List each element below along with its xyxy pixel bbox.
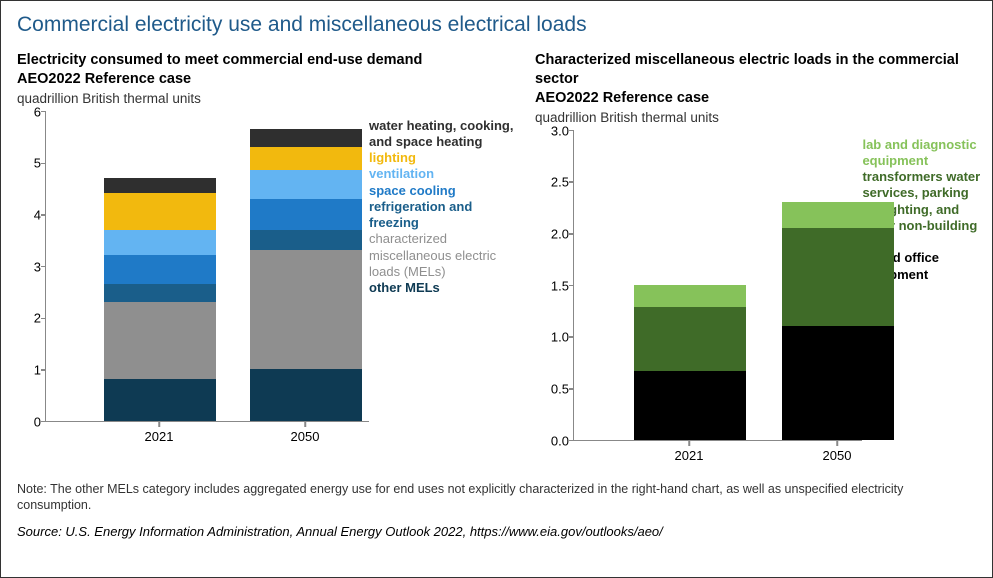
y-tick-label: 0 [34, 414, 41, 429]
segment-lighting [250, 147, 362, 170]
segment-vent [104, 230, 216, 256]
y-tick-label: 3 [34, 259, 41, 274]
segment-lab [782, 202, 894, 228]
segment-char_mels [250, 250, 362, 369]
right-chart-panel: Characterized miscellaneous electric loa… [535, 51, 983, 463]
x-tick-mark [836, 441, 838, 446]
y-tick-mark [569, 233, 574, 235]
segment-heating [250, 129, 362, 147]
left-chart-subtitle: quadrillion British thermal units [17, 91, 525, 106]
right-chart-title-1: Characterized miscellaneous electric loa… [535, 51, 983, 89]
y-tick-label: 0.5 [551, 381, 569, 396]
x-label: 2050 [291, 429, 320, 444]
legend-item-vent: ventilation [369, 166, 525, 182]
bar-2021 [104, 178, 216, 421]
x-label: 2021 [675, 448, 704, 463]
x-tick-mark [688, 441, 690, 446]
y-tick-label: 5 [34, 156, 41, 171]
legend-item-lab: lab and diagnostic equipment [862, 137, 983, 170]
left-chart-header: Electricity consumed to meet commercial … [17, 51, 525, 106]
left-chart-title-2: AEO2022 Reference case [17, 70, 525, 89]
y-tick-mark [569, 130, 574, 132]
y-tick-mark [41, 369, 46, 371]
legend-item-lighting: lighting [369, 150, 525, 166]
x-tick-mark [304, 422, 306, 427]
y-tick-mark [41, 214, 46, 216]
x-label: 2050 [823, 448, 852, 463]
legend-item-char_mels: characterized miscellaneous electric loa… [369, 231, 525, 280]
plot [573, 131, 862, 441]
segment-char_mels [104, 302, 216, 380]
segment-refrig [250, 230, 362, 251]
legend-item-cooling: space cooling [369, 183, 525, 199]
segment-it [782, 326, 894, 440]
bar-2050 [250, 129, 362, 421]
y-tick-label: 0.0 [551, 433, 569, 448]
right-plot-area: 0.00.51.01.52.02.53.020212050 [535, 131, 862, 463]
y-tick-label: 4 [34, 208, 41, 223]
bar-2050 [782, 202, 894, 440]
y-tick-mark [41, 163, 46, 165]
right-chart-header: Characterized miscellaneous electric loa… [535, 51, 983, 125]
y-tick-label: 2.5 [551, 175, 569, 190]
left-legend: water heating, cooking, and space heatin… [369, 112, 525, 444]
segment-cooling [250, 199, 362, 230]
y-tick-mark [569, 285, 574, 287]
y-tick-label: 1 [34, 363, 41, 378]
left-chart-title-1: Electricity consumed to meet commercial … [17, 51, 525, 70]
y-tick-label: 6 [34, 104, 41, 119]
plot [45, 112, 369, 422]
segment-it [634, 371, 746, 439]
y-tick-label: 2 [34, 311, 41, 326]
main-title: Commercial electricity use and miscellan… [17, 13, 976, 37]
y-tick-mark [569, 440, 574, 442]
charts-row: Electricity consumed to meet commercial … [17, 51, 976, 463]
y-tick-mark [41, 421, 46, 423]
y-tick-mark [569, 336, 574, 338]
segment-cooling [104, 255, 216, 283]
segment-trans [782, 228, 894, 326]
segment-vent [250, 170, 362, 198]
right-chart-subtitle: quadrillion British thermal units [535, 110, 983, 125]
legend-item-refrig: refrigeration and freezing [369, 199, 525, 232]
y-tick-mark [41, 266, 46, 268]
x-label: 2021 [145, 429, 174, 444]
segment-other_mels [250, 369, 362, 421]
bar-2021 [634, 285, 746, 440]
y-axis: 0.00.51.01.52.02.53.0 [535, 131, 573, 441]
legend-item-other_mels: other MELs [369, 280, 525, 296]
y-tick-mark [569, 181, 574, 183]
y-tick-label: 3.0 [551, 123, 569, 138]
y-tick-label: 1.5 [551, 278, 569, 293]
right-chart-body: 0.00.51.01.52.02.53.020212050 lab and di… [535, 131, 983, 463]
segment-trans [634, 307, 746, 371]
y-tick-mark [41, 111, 46, 113]
segment-refrig [104, 284, 216, 302]
y-tick-mark [41, 318, 46, 320]
left-plot-area: 012345620212050 [17, 112, 369, 444]
footnote: Note: The other MELs category includes a… [17, 481, 976, 515]
segment-lab [634, 285, 746, 308]
legend-item-heating: water heating, cooking, and space heatin… [369, 118, 525, 151]
right-chart-title-2: AEO2022 Reference case [535, 89, 983, 108]
y-tick-mark [569, 388, 574, 390]
segment-other_mels [104, 379, 216, 420]
segment-lighting [104, 193, 216, 229]
left-chart-panel: Electricity consumed to meet commercial … [17, 51, 525, 463]
segment-heating [104, 178, 216, 194]
left-chart-body: 012345620212050 water heating, cooking, … [17, 112, 525, 444]
source-citation: Source: U.S. Energy Information Administ… [17, 524, 976, 539]
y-tick-label: 2.0 [551, 226, 569, 241]
y-tick-label: 1.0 [551, 330, 569, 345]
x-tick-mark [158, 422, 160, 427]
